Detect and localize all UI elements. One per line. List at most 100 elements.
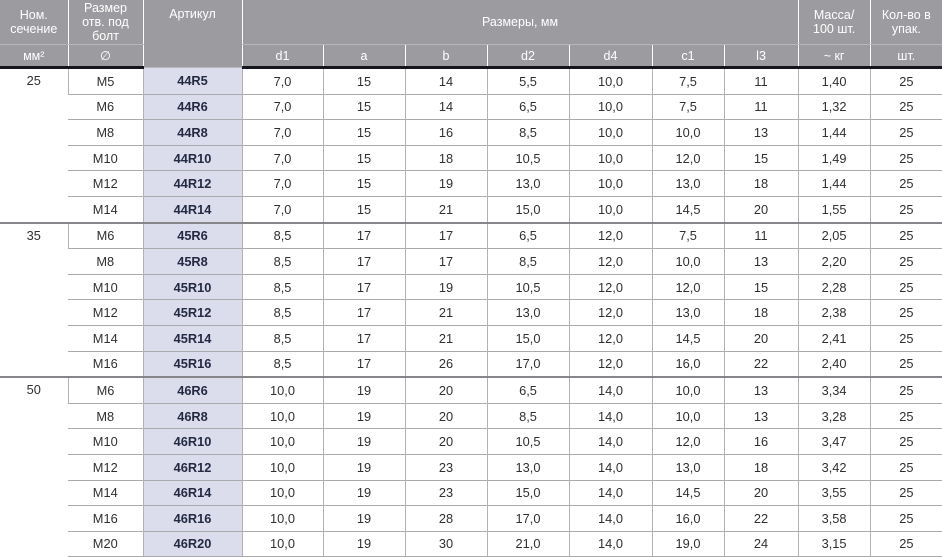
cell-d4: 14,0	[568, 428, 652, 455]
cell-d1: 7,0	[241, 119, 323, 146]
table-row: M12 45R12 8,5 17 21 13,0 12,0 13,0 18 2,38 25	[0, 299, 942, 326]
cell-article: 46R12	[142, 453, 242, 480]
cell-qty: 25	[869, 144, 942, 171]
cell-article: 44R14	[142, 195, 242, 223]
table-row: M12 44R12 7,0 15 19 13,0 10,0 13,0 18 1,44 25	[0, 170, 942, 197]
cell-a: 17	[322, 299, 405, 326]
cell-d2: 10,5	[486, 273, 569, 300]
cell-l3: 11	[723, 93, 799, 120]
cell-a: 15	[322, 67, 405, 95]
cell-article: 46R6	[142, 376, 242, 404]
cell-l3: 16	[723, 428, 799, 455]
cell-qty: 25	[869, 248, 942, 275]
cell-d2: 17,0	[486, 505, 569, 532]
cell-d1: 10,0	[241, 505, 323, 532]
cell-a: 19	[322, 402, 405, 429]
cell-d4: 10,0	[568, 119, 652, 146]
cell-l3: 11	[723, 67, 799, 95]
cell-qty: 25	[869, 376, 942, 404]
cell-d4: 12,0	[568, 221, 652, 249]
unit-section: мм²	[0, 44, 68, 69]
table-row: M10 46R10 10,0 19 20 10,5 14,0 12,0 16 3,47 25	[0, 428, 942, 455]
cell-d2: 13,0	[486, 299, 569, 326]
table-row: M14 46R14 10,0 19 23 15,0 14,0 14,5 20 3,55 25	[0, 479, 942, 506]
cell-d1: 10,0	[241, 453, 323, 480]
cell-d2: 5,5	[486, 67, 569, 95]
cell-c1: 10,0	[651, 119, 724, 146]
cell-a: 19	[322, 505, 405, 532]
cell-a: 19	[322, 530, 405, 557]
cell-d4: 10,0	[568, 67, 652, 95]
cell-b: 21	[404, 324, 487, 352]
cell-c1: 12,0	[651, 144, 724, 171]
cell-bolt-size: M12	[68, 299, 143, 326]
cell-d1: 10,0	[241, 479, 323, 506]
table-row: M8 44R8 7,0 15 16 8,5 10,0 10,0 13 1,44 25	[0, 119, 942, 146]
cell-bolt-size: M16	[68, 350, 143, 378]
cell-d2: 15,0	[486, 479, 569, 506]
cell-qty: 25	[869, 530, 942, 557]
cell-b: 14	[404, 67, 487, 95]
cell-article: 45R6	[142, 221, 242, 249]
cell-d2: 15,0	[486, 324, 569, 352]
unit-d4: d4	[568, 44, 652, 69]
cell-d2: 15,0	[486, 195, 569, 223]
cell-article: 46R8	[142, 402, 242, 429]
cell-mass: 2,05	[797, 221, 871, 249]
table-row: M10 44R10 7,0 15 18 10,5 10,0 12,0 15 1,49 25	[0, 144, 942, 171]
table-row: M8 46R8 10,0 19 20 8,5 14,0 10,0 13 3,28 25	[0, 402, 942, 429]
cell-b: 20	[404, 428, 487, 455]
cell-d2: 8,5	[486, 248, 569, 275]
unit-d2: d2	[486, 44, 569, 69]
cell-mass: 1,55	[797, 195, 871, 223]
cell-mass: 3,42	[797, 453, 871, 480]
cell-article: 44R10	[142, 144, 242, 171]
cell-d4: 10,0	[568, 195, 652, 223]
cell-b: 17	[404, 248, 487, 275]
cell-d4: 14,0	[568, 530, 652, 557]
cell-d2: 21,0	[486, 530, 569, 557]
cell-bolt-size: M14	[68, 195, 143, 223]
cell-mass: 1,44	[797, 170, 871, 197]
cell-qty: 25	[869, 428, 942, 455]
cell-article: 46R14	[142, 479, 242, 506]
unit-a: a	[322, 44, 405, 69]
cell-b: 20	[404, 376, 487, 404]
cell-a: 15	[322, 144, 405, 171]
cell-bolt-size: M6	[68, 93, 143, 120]
table-row: 35 M6 45R6 8,5 17 17 6,5 12,0 7,5 11 2,05 25	[0, 221, 942, 378]
cell-b: 23	[404, 453, 487, 480]
cell-article: 46R10	[142, 428, 242, 455]
cell-article: 45R12	[142, 299, 242, 326]
cell-article: 45R16	[142, 350, 242, 378]
cell-mass: 2,40	[797, 350, 871, 378]
cell-bolt-size: M6	[67, 221, 143, 249]
cell-d1: 7,0	[241, 93, 323, 120]
cell-c1: 16,0	[651, 350, 724, 378]
cell-d1: 7,0	[241, 170, 323, 197]
cell-b: 30	[404, 530, 487, 557]
cell-d1: 7,0	[241, 144, 323, 171]
unit-bolt-diameter: ∅	[67, 44, 143, 69]
cell-c1: 7,5	[651, 221, 724, 249]
cell-d2: 10,5	[486, 144, 569, 171]
cell-l3: 20	[723, 195, 799, 223]
table-row: M20 46R20 10,0 19 30 21,0 14,0 19,0 24 3,15 25	[0, 530, 942, 557]
table-body: 25 M5 44R5 7,0 15 14 5,5 10,0 7,5 11 1,40 25 M6 44R6 7…	[0, 66, 942, 557]
cell-d4: 14,0	[568, 453, 652, 480]
cell-c1: 12,0	[651, 428, 724, 455]
cell-b: 19	[404, 170, 487, 197]
unit-d1: d1	[241, 44, 323, 69]
cell-qty: 25	[869, 93, 942, 120]
cell-l3: 24	[723, 530, 799, 557]
cell-d4: 10,0	[568, 144, 652, 171]
unit-l3: l3	[723, 44, 799, 69]
cell-mass: 1,49	[797, 144, 871, 171]
cell-d1: 10,0	[241, 376, 323, 404]
table-row: M12 46R12 10,0 19 23 13,0 14,0 13,0 18 3,42 25	[0, 453, 942, 480]
cell-d1: 10,0	[241, 402, 323, 429]
cell-qty: 25	[869, 195, 942, 223]
table-row: M14 44R14 7,0 15 21 15,0 10,0 14,5 20 1,55 25	[0, 195, 942, 223]
cell-l3: 18	[723, 170, 799, 197]
col-header-mass: Масса/ 100 шт.	[797, 0, 871, 45]
